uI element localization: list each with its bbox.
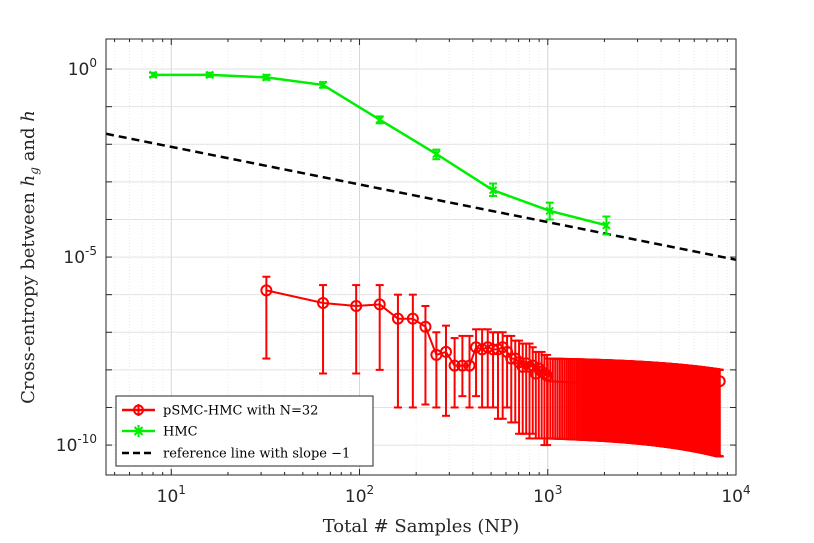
- y-tick-label: 100: [68, 56, 97, 80]
- x-tick-label: 104: [721, 483, 750, 507]
- psmc-hmc-marker: [260, 284, 273, 297]
- legend-box: [115, 395, 374, 467]
- psmc-hmc-marker: [448, 359, 461, 372]
- psmc-hmc-marker: [439, 345, 452, 358]
- psmc-hmc-series: [260, 275, 726, 458]
- hmc-marker: [488, 185, 498, 195]
- legend-psmc-label: pSMC-HMC with N=32: [163, 404, 318, 419]
- series-layer: [105, 70, 737, 458]
- legend-hmc-marker: [133, 426, 144, 436]
- hmc-marker: [318, 80, 328, 90]
- psmc-hmc-marker: [509, 352, 522, 365]
- reference-line: [105, 132, 737, 261]
- psmc-hmc-marker: [470, 341, 483, 354]
- hmc-marker: [262, 73, 271, 82]
- y-axis-label-var-2: h: [18, 110, 39, 122]
- x-tick-label: 101: [157, 483, 186, 507]
- hmc-marker: [432, 149, 441, 159]
- legend: pSMC-HMC with N=32 HMC reference line wi…: [115, 395, 374, 467]
- y-axis-label: Cross-entropy between hg and h: [18, 110, 41, 404]
- legend-entry-psmc: pSMC-HMC with N=32: [122, 404, 318, 419]
- legend-hmc-label: HMC: [163, 425, 198, 440]
- y-axis-label-text-2: and: [18, 122, 39, 167]
- x-tick-label: 102: [345, 483, 374, 507]
- y-axis-label-subscript: g: [27, 167, 41, 175]
- hmc-marker: [375, 115, 384, 124]
- y-tick-label: 10-5: [63, 244, 97, 268]
- hmc-marker: [148, 70, 158, 80]
- y-tick-label: 10-10: [56, 432, 97, 456]
- hmc-marker: [205, 70, 214, 80]
- legend-entry-hmc: HMC: [122, 425, 198, 440]
- hmc-marker: [602, 221, 611, 230]
- psmc-hmc-marker: [373, 298, 386, 311]
- x-axis-label: Total # Samples (NP): [323, 516, 520, 537]
- psmc-hmc-marker: [406, 312, 419, 325]
- psmc-hmc-marker: [419, 320, 432, 333]
- psmc-hmc-marker: [391, 312, 404, 325]
- psmc-hmc-marker: [317, 297, 330, 310]
- legend-reference-label: reference line with slope −1: [163, 447, 350, 462]
- psmc-hmc-last-marker: [713, 375, 726, 388]
- psmc-hmc-marker: [520, 357, 533, 370]
- y-axis-label-text-1: Cross-entropy between: [18, 186, 39, 404]
- hmc-marker: [545, 206, 554, 216]
- legend-entry-reference: reference line with slope −1: [122, 447, 350, 462]
- x-tick-label: 103: [533, 483, 562, 507]
- axis-ticks: 101 102 103 104 100 10-5 10-10: [56, 39, 751, 507]
- hmc-series: [148, 70, 611, 236]
- psmc-hmc-marker: [463, 359, 476, 372]
- psmc-hmc-marker: [456, 359, 469, 372]
- legend-psmc-marker: [133, 404, 144, 416]
- y-axis-label-var-1: h: [18, 175, 39, 187]
- psmc-hmc-marker: [350, 299, 363, 312]
